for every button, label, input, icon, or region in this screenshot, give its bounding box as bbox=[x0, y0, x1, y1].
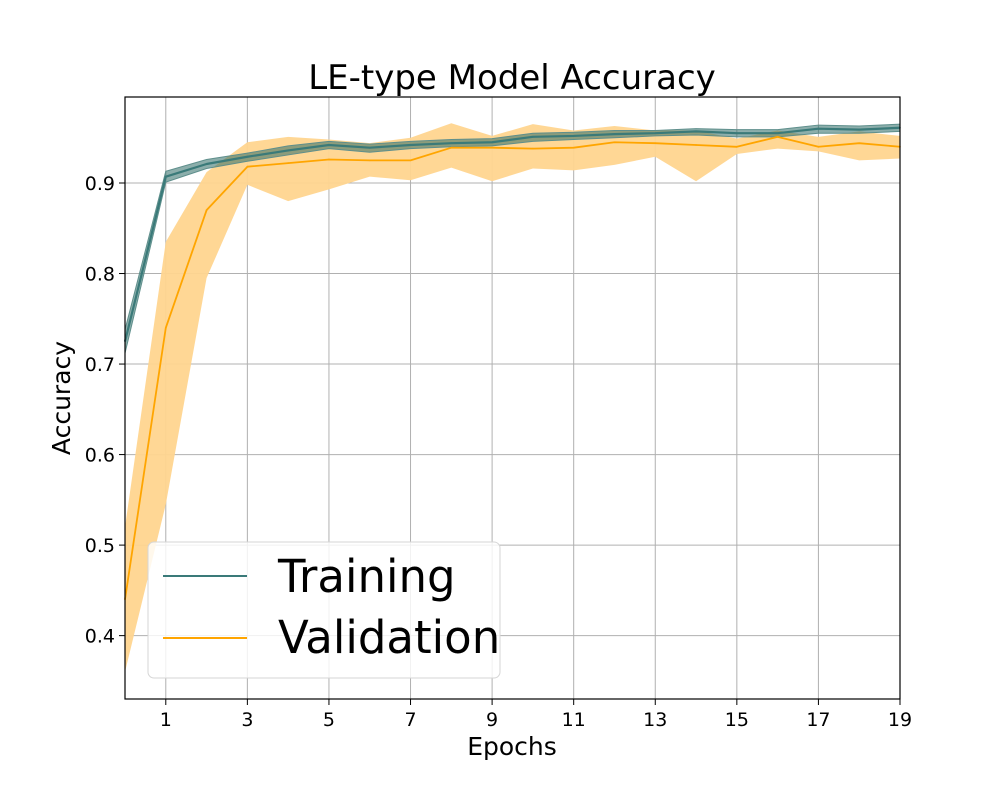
point-training bbox=[776, 132, 779, 135]
point-validation bbox=[328, 158, 330, 161]
x-tick-label: 9 bbox=[486, 709, 498, 731]
x-tick-label: 5 bbox=[323, 709, 335, 731]
point-training bbox=[328, 144, 330, 146]
point-training bbox=[654, 132, 657, 135]
point-training bbox=[858, 128, 861, 131]
point-training bbox=[246, 155, 249, 158]
point-training bbox=[491, 141, 493, 144]
plot-frame bbox=[124, 96, 901, 700]
point-validation bbox=[246, 165, 249, 168]
x-axis-ticks: 1 3 5 7 9 11 13 15 17 19 bbox=[160, 699, 912, 731]
point-validation bbox=[695, 144, 697, 146]
point-validation bbox=[817, 145, 820, 148]
point-validation bbox=[164, 327, 167, 329]
x-tick-label: 3 bbox=[241, 709, 253, 731]
legend-label-validation: Validation bbox=[278, 611, 500, 664]
point-validation bbox=[776, 136, 779, 138]
point-training bbox=[164, 175, 167, 178]
x-tick-label: 1 bbox=[160, 709, 172, 731]
point-validation bbox=[205, 209, 208, 211]
point-validation bbox=[858, 142, 861, 144]
x-tick-label: 13 bbox=[643, 709, 667, 731]
point-training bbox=[736, 132, 738, 135]
x-tick-label: 11 bbox=[562, 709, 586, 731]
point-training bbox=[817, 127, 820, 130]
y-axis-label: Accuracy bbox=[47, 341, 76, 455]
point-validation bbox=[287, 162, 289, 164]
point-validation bbox=[736, 145, 738, 148]
point-validation bbox=[654, 142, 657, 144]
x-tick-label: 19 bbox=[888, 709, 912, 731]
legend-label-training: Training bbox=[277, 550, 456, 603]
point-validation bbox=[368, 159, 371, 162]
series-lines bbox=[123, 126, 901, 601]
point-training bbox=[613, 133, 616, 135]
y-tick-label: 0.9 bbox=[85, 173, 115, 195]
point-training bbox=[409, 144, 412, 146]
x-axis-label: Epochs bbox=[467, 732, 557, 761]
y-tick-label: 0.8 bbox=[85, 264, 115, 286]
y-tick-label: 0.6 bbox=[85, 445, 115, 467]
point-training bbox=[450, 142, 453, 144]
line-validation bbox=[124, 135, 901, 600]
point-training bbox=[572, 135, 575, 137]
chart-title: LE-type Model Accuracy bbox=[308, 58, 716, 98]
point-validation bbox=[409, 159, 412, 162]
y-axis-ticks: 0.4 0.5 0.6 0.7 0.8 0.9 bbox=[85, 173, 125, 648]
y-tick-label: 0.4 bbox=[85, 626, 115, 648]
point-training bbox=[368, 146, 371, 149]
point-validation bbox=[532, 147, 534, 150]
line-training bbox=[123, 126, 901, 342]
y-tick-label: 0.7 bbox=[85, 354, 115, 376]
point-training bbox=[532, 136, 534, 138]
point-training bbox=[695, 130, 697, 133]
point-validation bbox=[491, 146, 493, 149]
point-validation bbox=[572, 146, 575, 149]
legend: Training Validation bbox=[147, 541, 501, 679]
point-training bbox=[287, 149, 289, 152]
point-training bbox=[205, 163, 208, 165]
x-tick-label: 17 bbox=[806, 709, 830, 731]
x-tick-label: 7 bbox=[404, 709, 416, 731]
point-validation bbox=[450, 146, 453, 149]
point-validation bbox=[613, 141, 616, 144]
x-tick-label: 15 bbox=[725, 709, 749, 731]
y-tick-label: 0.5 bbox=[85, 535, 115, 557]
